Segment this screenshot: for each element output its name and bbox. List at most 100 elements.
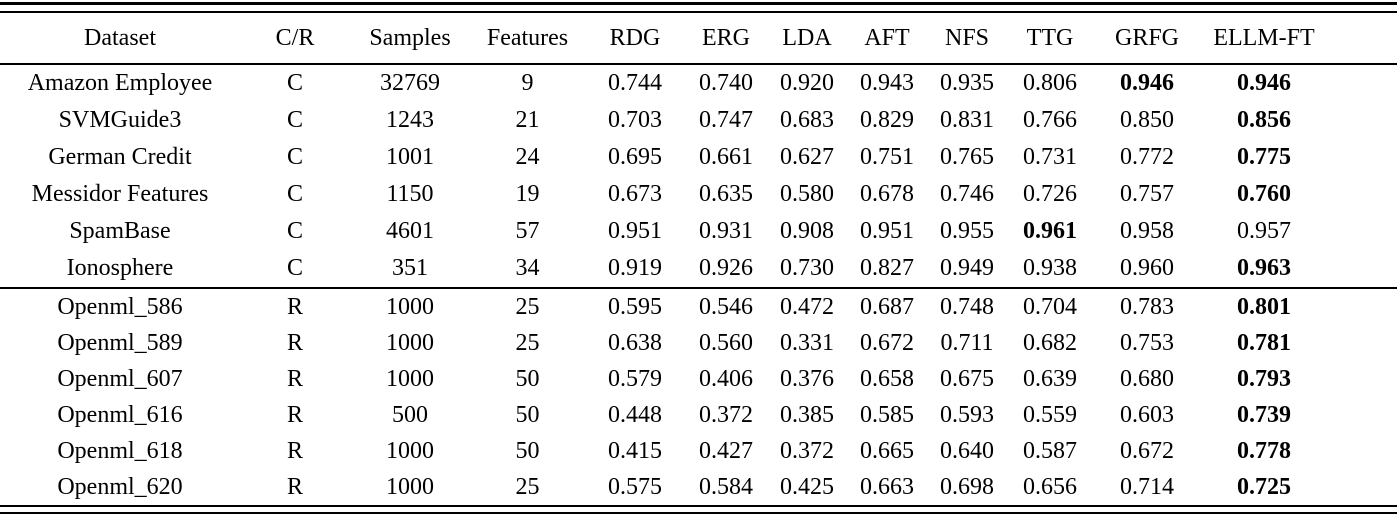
header-cell-samples: Samples (350, 13, 470, 65)
metric-value-cell-grfg: 0.672 (1120, 437, 1174, 464)
metric-value-cell-ttg: 0.639 (1023, 365, 1077, 392)
table-row: German Credit C 1001 24 0.695 0.661 0.627 0.751… (0, 139, 1397, 176)
metric-value-cell-lda: 0.331 (780, 329, 834, 356)
table-row: Openml_589 R 1000 25 0.638 0.560 0.331 0.672 0.7… (0, 325, 1397, 361)
metric-value-cell-erg: 0.661 (699, 144, 753, 170)
features-cell: 19 (515, 181, 540, 207)
metric-value-cell-nfs: 0.765 (940, 144, 994, 170)
features-cell: 25 (515, 329, 540, 356)
samples-cell: 1243 (386, 107, 434, 133)
features-cell: 34 (515, 255, 540, 281)
header-cell-ttg: TTG (1007, 13, 1093, 65)
dataset-name-cell: Openml_607 (57, 365, 183, 392)
header-cell-grfg: GRFG (1093, 13, 1201, 65)
section-classification: Amazon Employee C 32769 9 0.744 0.740 0.920 0.9… (0, 64, 1397, 288)
task-type-cell: R (286, 329, 303, 356)
metric-value-cell-rdg: 0.575 (608, 473, 662, 500)
dataset-name-cell: Openml_589 (57, 329, 183, 356)
metric-value-cell-grfg: 0.714 (1120, 473, 1174, 500)
metric-value-cell-grfg: 0.753 (1120, 329, 1174, 356)
metric-value-cell-lda: 0.920 (780, 70, 834, 96)
metric-value-cell-erg: 0.560 (699, 329, 753, 356)
metric-value-cell-rdg: 0.744 (608, 70, 662, 96)
metric-value-cell-nfs: 0.949 (940, 255, 994, 281)
table-row: Amazon Employee C 32769 9 0.744 0.740 0.920 0.9… (0, 64, 1397, 102)
metric-value-cell-ttg: 0.559 (1023, 401, 1077, 428)
results-table: Dataset C/R Samples Features RDG ERG LDA AFT NFS… (0, 2, 1397, 514)
task-type-cell: C (286, 107, 303, 133)
metric-value-cell-aft: 0.665 (860, 437, 914, 464)
metric-value-cell-lda: 0.580 (780, 181, 834, 207)
metric-value-cell-grfg: 0.850 (1120, 107, 1174, 133)
header-row: Dataset C/R Samples Features RDG ERG LDA AFT NFS… (0, 13, 1397, 65)
header-cell-features: Features (470, 13, 585, 65)
metric-value-cell-ellm-ft: 0.946 (1237, 70, 1291, 96)
table-row: Openml_618 R 1000 50 0.415 0.427 0.372 0.665 0.6… (0, 433, 1397, 469)
metric-value-cell-ttg: 0.682 (1023, 329, 1077, 356)
metric-value-cell-nfs: 0.935 (940, 70, 994, 96)
metric-value-cell-lda: 0.908 (780, 218, 834, 244)
metric-value-cell-aft: 0.943 (860, 70, 914, 96)
task-type-cell: R (286, 365, 303, 392)
metric-value-cell-erg: 0.372 (699, 401, 753, 428)
header-cell-aft: AFT (847, 13, 927, 65)
metric-value-cell-ttg: 0.961 (1023, 218, 1077, 244)
dataset-name-cell: Ionosphere (66, 255, 174, 281)
metric-value-cell-lda: 0.385 (780, 401, 834, 428)
metric-value-cell-rdg: 0.695 (608, 144, 662, 170)
metric-value-cell-nfs: 0.593 (940, 401, 994, 428)
metric-value-cell-nfs: 0.746 (940, 181, 994, 207)
metric-value-cell-rdg: 0.951 (608, 218, 662, 244)
metric-value-cell-erg: 0.926 (699, 255, 753, 281)
features-cell: 50 (515, 365, 540, 392)
table-row: Openml_620 R 1000 25 0.575 0.584 0.425 0.663 0.6… (0, 469, 1397, 505)
table-row: SVMGuide3 C 1243 21 0.703 0.747 0.683 0.829 0.83… (0, 102, 1397, 139)
header-cell-erg: ERG (685, 13, 767, 65)
metric-value-cell-lda: 0.472 (780, 293, 834, 320)
dataset-name-cell: Messidor Features (31, 181, 209, 207)
table-row: SpamBase C 4601 57 0.951 0.931 0.908 0.951 0.955… (0, 213, 1397, 250)
metric-value-cell-nfs: 0.675 (940, 365, 994, 392)
metric-value-cell-ellm-ft: 0.801 (1237, 293, 1291, 320)
metric-value-cell-ellm-ft: 0.793 (1237, 365, 1291, 392)
metric-value-cell-grfg: 0.783 (1120, 293, 1174, 320)
samples-cell: 351 (392, 255, 428, 281)
header-cell-c-r: C/R (240, 13, 350, 65)
metric-value-cell-ttg: 0.704 (1023, 293, 1077, 320)
samples-cell: 1000 (386, 293, 434, 320)
task-type-cell: C (286, 255, 303, 281)
dataset-name-cell: Openml_620 (57, 473, 183, 500)
task-type-cell: R (286, 437, 303, 464)
metric-value-cell-lda: 0.372 (780, 437, 834, 464)
metric-value-cell-ttg: 0.766 (1023, 107, 1077, 133)
header-cell-dataset: Dataset (0, 13, 240, 65)
section-regression: Openml_586 R 1000 25 0.595 0.546 0.472 0.687 0.7… (0, 288, 1397, 505)
metric-value-cell-grfg: 0.680 (1120, 365, 1174, 392)
metric-value-cell-grfg: 0.757 (1120, 181, 1174, 207)
metric-value-cell-aft: 0.829 (860, 107, 914, 133)
features-cell: 24 (515, 144, 540, 170)
metric-value-cell-erg: 0.546 (699, 293, 753, 320)
metric-value-cell-nfs: 0.698 (940, 473, 994, 500)
metric-value-cell-grfg: 0.960 (1120, 255, 1174, 281)
dataset-name-cell: SVMGuide3 (58, 107, 182, 133)
metric-value-cell-erg: 0.740 (699, 70, 753, 96)
metric-value-cell-ttg: 0.656 (1023, 473, 1077, 500)
metric-value-cell-erg: 0.406 (699, 365, 753, 392)
metric-value-cell-erg: 0.931 (699, 218, 753, 244)
metric-value-cell-nfs: 0.831 (940, 107, 994, 133)
metric-value-cell-nfs: 0.640 (940, 437, 994, 464)
task-type-cell: C (286, 218, 303, 244)
metric-value-cell-rdg: 0.448 (608, 401, 662, 428)
features-cell: 50 (515, 401, 540, 428)
metric-value-cell-rdg: 0.638 (608, 329, 662, 356)
metric-value-cell-erg: 0.747 (699, 107, 753, 133)
samples-cell: 32769 (380, 70, 440, 96)
dataset-name-cell: Amazon Employee (27, 70, 213, 96)
task-type-cell: R (286, 401, 303, 428)
metric-value-cell-aft: 0.827 (860, 255, 914, 281)
header-cell-ellm-ft: ELLM-FT (1201, 13, 1397, 65)
metric-value-cell-grfg: 0.772 (1120, 144, 1174, 170)
features-cell: 50 (515, 437, 540, 464)
samples-cell: 1000 (386, 329, 434, 356)
